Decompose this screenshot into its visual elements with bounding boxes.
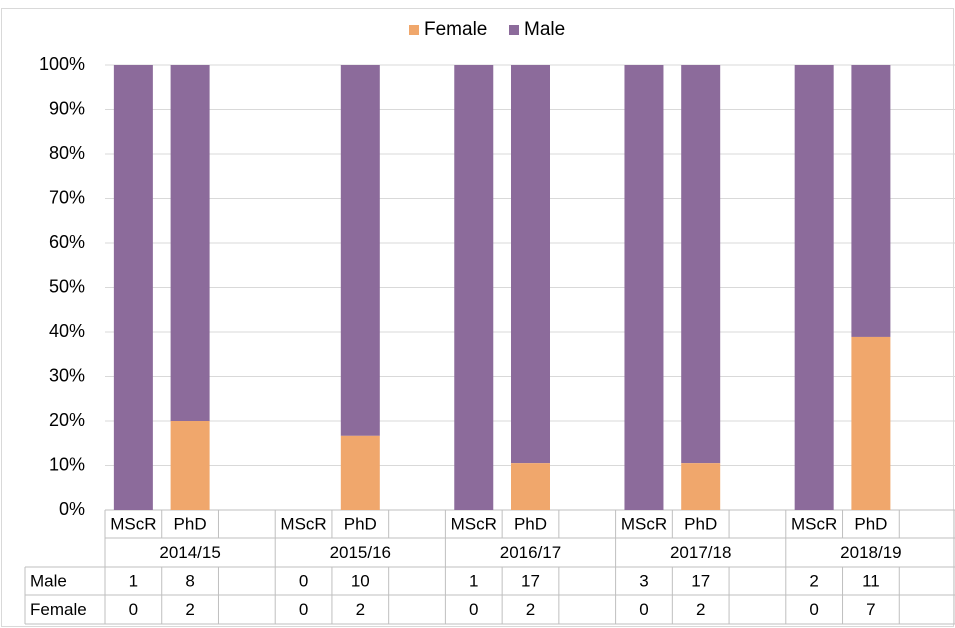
bar-male [511,65,550,464]
legend-label-female: Female [424,19,487,40]
y-tick-label: 90% [49,98,85,118]
y-tick-label: 0% [59,499,85,519]
legend-swatch-male [509,25,519,35]
y-tick-label: 80% [49,143,85,163]
y-tick-label: 70% [49,187,85,207]
x-group-label: 2018/19 [840,543,901,562]
bar-female [170,421,210,510]
bar-male [851,65,891,337]
x-subcategory-label: MScR [280,514,326,533]
table-value: 0 [639,600,648,619]
x-subcategory-label: PhD [344,514,377,533]
table-value: 2 [356,600,365,619]
x-subcategory-label: MScR [791,514,837,533]
table-value: 0 [469,600,478,619]
bar-male [454,65,494,510]
table-value: 17 [691,571,710,590]
bar-male [681,65,721,464]
table-value: 2 [809,571,818,590]
table-value: 0 [299,571,308,590]
table-row-label: Female [30,600,87,619]
y-tick-label: 100% [39,54,85,74]
x-subcategory-label: MScR [621,514,667,533]
y-tick-label: 10% [49,454,85,474]
y-tick-label: 40% [49,321,85,341]
bar-male [340,65,380,436]
table-value: 2 [526,600,535,619]
legend-swatch-female [409,25,419,35]
table-value: 7 [866,600,875,619]
x-subcategory-label: PhD [854,514,887,533]
x-group-label: 2017/18 [670,543,731,562]
chart-frame [1,8,954,627]
table-value: 0 [129,600,138,619]
bar-female [340,435,380,510]
x-group-label: 2014/15 [159,543,220,562]
table-value: 2 [696,600,705,619]
table-value: 0 [809,600,818,619]
x-subcategory-label: PhD [684,514,717,533]
bar-female [511,463,550,510]
y-tick-label: 30% [49,365,85,385]
bar-male [113,65,153,510]
bar-female [851,336,891,510]
legend-label-male: Male [524,19,565,40]
table-value: 2 [185,600,194,619]
y-tick-label: 50% [49,276,85,296]
table-value: 0 [299,600,308,619]
table-value: 3 [639,571,648,590]
x-group-label: 2015/16 [330,543,391,562]
bar-male [794,65,834,510]
table-value: 1 [469,571,478,590]
x-subcategory-label: PhD [174,514,207,533]
x-subcategory-label: MScR [110,514,156,533]
table-value: 17 [521,571,540,590]
table-row-label: Male [30,571,67,590]
table-value: 11 [862,571,880,590]
bar-female [681,463,721,510]
table-value: 1 [129,571,138,590]
bar-male [624,65,664,510]
y-tick-label: 20% [49,410,85,430]
x-subcategory-label: PhD [514,514,547,533]
y-tick-label: 60% [49,232,85,252]
table-value: 10 [351,571,370,590]
table-value: 8 [185,571,194,590]
bar-male [170,65,210,421]
x-group-label: 2016/17 [500,543,561,562]
x-subcategory-label: MScR [451,514,497,533]
